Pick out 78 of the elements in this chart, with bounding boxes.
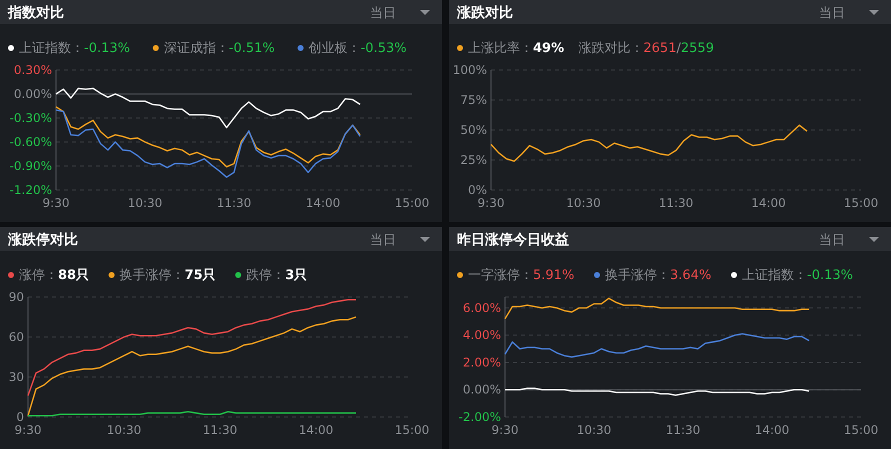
chart-title: 涨跌对比: [456, 5, 513, 21]
y-tick-label: 0.30%: [14, 63, 52, 77]
y-tick-label: 30: [8, 370, 24, 384]
legend-label: 换手涨停：: [605, 268, 670, 283]
line-series: [27, 298, 357, 396]
text: -0.13%: [807, 268, 853, 283]
y-tick-label: 90: [8, 290, 24, 304]
x-tick-label: 14:00: [298, 423, 334, 437]
x-tick-label: 11:30: [658, 196, 694, 210]
x-tick-label: 9:30: [42, 196, 70, 210]
line-series: [55, 88, 361, 128]
y-tick-label: 50%: [460, 123, 487, 137]
y-tick-label: -0.30%: [10, 111, 52, 125]
text: -0.13%: [84, 41, 130, 56]
x-tick-label: 14:00: [751, 196, 786, 210]
legend-label: 创业板：: [308, 41, 361, 56]
text: 3只: [285, 268, 308, 283]
x-tick-label: 15:00: [844, 196, 878, 210]
text: 88只: [58, 268, 90, 283]
chart-title: 昨日涨停今日收益: [457, 232, 569, 248]
y-tick-label: 2.00%: [462, 355, 501, 370]
x-tick-label: 9:30: [492, 423, 518, 437]
text: 涨跌对比：2651/2559: [578, 41, 714, 56]
text: 3.64%: [670, 268, 712, 283]
line-series: [27, 316, 357, 416]
text: -0.51%: [228, 41, 275, 56]
y-tick-label: 0.00%: [14, 87, 52, 101]
text: 49%: [533, 41, 564, 56]
x-tick-label: 10:30: [128, 196, 162, 210]
x-tick-label: 14:00: [754, 423, 790, 437]
y-tick-label: 6.00%: [462, 300, 501, 315]
y-tick-label: -2.00%: [458, 410, 501, 424]
x-tick-label: 9:30: [478, 196, 504, 210]
x-tick-label: 15:00: [394, 196, 430, 210]
x-tick-label: 11:30: [202, 423, 238, 437]
line-series: [490, 124, 808, 162]
text: 当日: [370, 233, 396, 248]
legend-label: 一字涨停：: [468, 267, 533, 283]
x-tick-label: 10:30: [106, 423, 142, 437]
y-tick-label: -1.20%: [10, 183, 52, 197]
text: 5.91%: [533, 268, 574, 283]
x-tick-label: 15:00: [844, 423, 878, 437]
chart-title: 涨跌停对比: [7, 232, 78, 248]
y-tick-label: 0.00%: [462, 382, 501, 397]
x-tick-label: 11:30: [216, 196, 252, 210]
x-tick-label: 15:00: [394, 423, 430, 437]
legend-label: 深证成指：: [164, 41, 229, 56]
line-series: [504, 333, 810, 358]
text: -0.53%: [360, 41, 407, 56]
x-tick-label: 10:30: [576, 423, 612, 437]
y-tick-label: 25%: [460, 153, 487, 167]
text: 当日: [370, 6, 396, 21]
y-tick-label: -0.90%: [10, 159, 52, 173]
x-tick-label: 10:30: [566, 196, 601, 210]
x-tick-label: 11:30: [666, 423, 700, 437]
text: 当日: [819, 233, 845, 248]
text: 当日: [819, 6, 845, 21]
line-series: [55, 106, 361, 168]
legend-label: 跌停：: [246, 268, 286, 283]
line-series: [504, 298, 810, 320]
y-tick-label: -0.60%: [10, 135, 52, 149]
legend-label: 涨停：: [19, 268, 58, 283]
y-tick-label: 4.00%: [462, 328, 501, 342]
line-series: [504, 388, 810, 396]
text: 75只: [184, 268, 216, 283]
legend-label: 上证指数：: [19, 41, 84, 56]
legend-label: 换手涨停：: [120, 268, 185, 283]
legend-label: 上涨比率：: [468, 40, 533, 56]
y-tick-label: 0%: [468, 183, 487, 197]
chart-title: 指数对比: [7, 5, 64, 21]
y-tick-label: 100%: [452, 63, 487, 77]
y-tick-label: 60: [8, 330, 24, 344]
y-tick-label: 0: [16, 410, 24, 424]
x-tick-label: 14:00: [306, 196, 340, 210]
y-tick-label: 75%: [460, 93, 487, 107]
x-tick-label: 9:30: [14, 423, 42, 437]
legend-label: 上证指数：: [742, 268, 807, 283]
line-series: [55, 109, 361, 178]
